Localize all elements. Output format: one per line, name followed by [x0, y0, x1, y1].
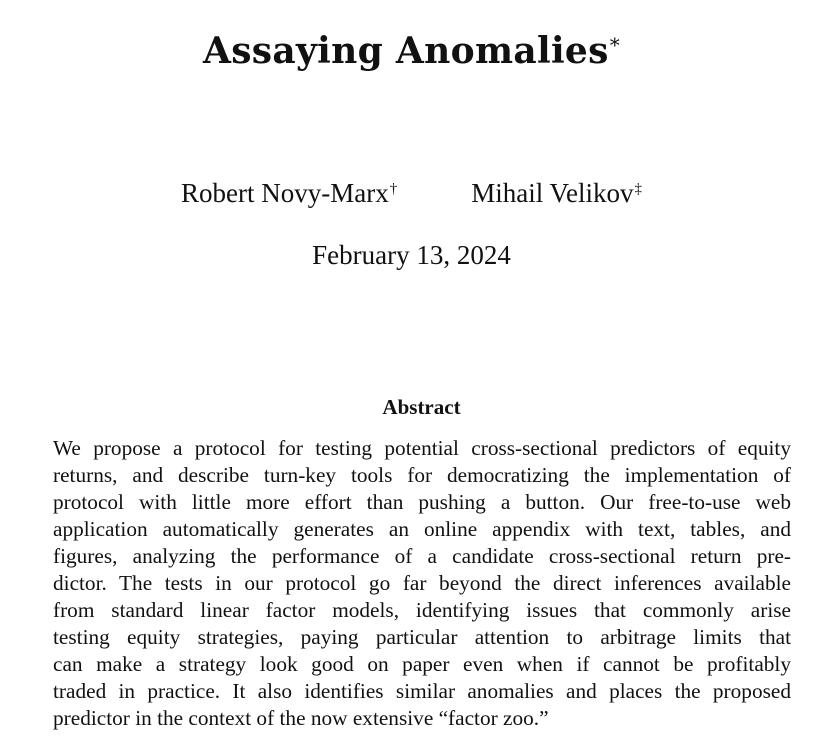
- abstract-line: We propose a protocol for testing potent…: [53, 436, 791, 460]
- paper-date: February 13, 2024: [312, 240, 511, 270]
- author-list: Robert Novy-Marx† Mihail Velikov‡: [0, 176, 823, 210]
- abstract-body: We propose a protocol for testing potent…: [53, 435, 791, 732]
- abstract-line: dictor. The tests in our protocol go far…: [53, 571, 791, 595]
- abstract-line: traded in practice. It also identifies s…: [53, 679, 791, 703]
- title-footnote-mark: *: [609, 33, 621, 57]
- abstract-heading: Abstract: [382, 395, 461, 419]
- paper-title: Assaying Anomalies*: [0, 28, 823, 74]
- author-1-footnote-mark: †: [389, 181, 398, 197]
- abstract-line: application automatically generates an o…: [53, 517, 791, 541]
- abstract-line: figures, analyzing the performance of a …: [53, 544, 791, 568]
- author-2-footnote-mark: ‡: [634, 181, 642, 197]
- abstract-line: can make a strategy look good on paper e…: [53, 652, 791, 676]
- author-1-name: Robert Novy-Marx: [181, 178, 389, 208]
- author-2: Mihail Velikov‡: [471, 176, 642, 210]
- author-1: Robert Novy-Marx†: [181, 176, 397, 210]
- abstract-line: predictor in the context of the now exte…: [53, 706, 549, 730]
- abstract-line: protocol with little more effort than pu…: [53, 490, 791, 514]
- paper-title-text: Assaying Anomalies: [202, 30, 609, 72]
- author-2-name: Mihail Velikov: [471, 178, 634, 208]
- abstract-line: from standard linear factor models, iden…: [53, 598, 791, 622]
- abstract-line: returns, and describe turn-key tools for…: [53, 463, 791, 487]
- abstract-line: testing equity strategies, paying partic…: [53, 625, 791, 649]
